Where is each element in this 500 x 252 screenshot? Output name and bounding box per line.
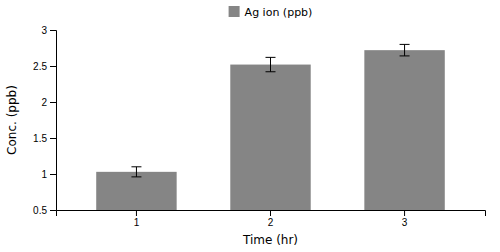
legend-item: Ag ion (ppb) <box>229 6 313 19</box>
bar <box>96 172 176 210</box>
y-tick-mark <box>50 66 56 67</box>
y-tick-mark <box>50 138 56 139</box>
x-tick-label: 3 <box>402 217 408 228</box>
error-bar-line <box>400 44 410 45</box>
y-tick-mark <box>50 174 56 175</box>
y-tick-label: 2 <box>41 97 47 108</box>
error-bar <box>266 57 276 71</box>
legend-swatch <box>229 6 240 17</box>
y-tick-mark <box>50 30 56 31</box>
x-tick: 1 <box>134 210 140 228</box>
error-bar <box>400 44 410 56</box>
y-tick: 0.5 <box>33 205 56 216</box>
error-bar-line <box>136 167 137 177</box>
error-bar-line <box>131 166 141 167</box>
x-tick: 3 <box>402 210 408 228</box>
x-tick-mark <box>404 210 405 216</box>
x-tick: 2 <box>268 210 274 228</box>
y-axis-line <box>50 31 57 211</box>
y-tick: 1.5 <box>33 133 56 144</box>
error-bar-line <box>131 176 141 177</box>
error-bar-line <box>400 55 410 56</box>
chart: 1 2 3 0.5 1 1.5 2 2.5 3 Time (hr) Conc. (ppb) Ag io… <box>0 0 500 252</box>
x-tick-label: 1 <box>134 217 140 228</box>
error-bar-line <box>404 44 405 56</box>
x-axis-title: Time (hr) <box>242 233 298 247</box>
y-tick-mark <box>50 102 56 103</box>
marks <box>96 44 445 210</box>
y-tick-label: 0.5 <box>33 205 47 216</box>
x-axis: 1 2 3 <box>57 210 486 228</box>
y-tick-label: 3 <box>41 25 47 36</box>
error-bar-line <box>266 57 276 58</box>
y-tick-mark <box>50 210 56 211</box>
bar <box>364 50 444 210</box>
error-bar-line <box>270 57 271 71</box>
y-tick-label: 2.5 <box>33 61 47 72</box>
error-bar <box>131 167 141 177</box>
y-tick: 3 <box>41 25 56 36</box>
y-tick-label: 1 <box>41 169 47 180</box>
bar <box>230 65 310 210</box>
legend: Ag ion (ppb) <box>229 6 313 19</box>
y-tick-label: 1.5 <box>33 133 47 144</box>
y-tick: 1 <box>41 169 56 180</box>
x-tick-label: 2 <box>268 217 274 228</box>
y-tick: 2 <box>41 97 56 108</box>
x-tick-mark <box>270 210 271 216</box>
plot: 1 2 3 0.5 1 1.5 2 2.5 3 <box>33 25 485 246</box>
legend-label: Ag ion (ppb) <box>245 6 313 19</box>
y-axis: 0.5 1 1.5 2 2.5 3 <box>33 25 56 216</box>
y-axis-title: Conc. (ppb) <box>5 85 19 155</box>
x-tick-mark <box>136 210 137 216</box>
y-tick: 2.5 <box>33 61 56 72</box>
x-axis-line <box>57 211 486 217</box>
error-bar-line <box>266 71 276 72</box>
